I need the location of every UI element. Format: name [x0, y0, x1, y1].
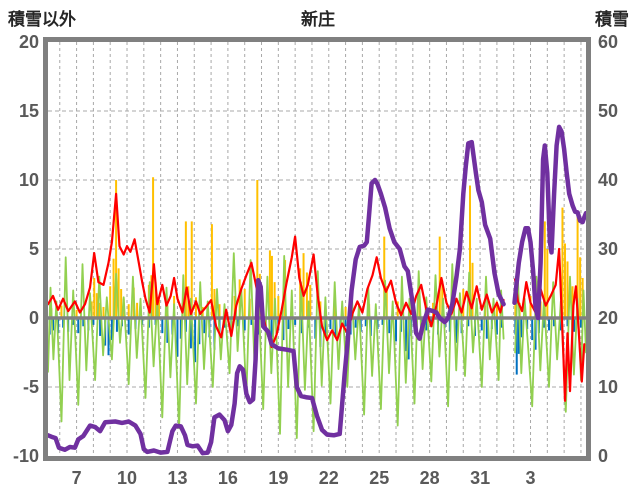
svg-text:20: 20 — [19, 32, 39, 52]
svg-text:10: 10 — [117, 468, 137, 488]
left-axis-tick-labels: 20 15 10 5 0 -5 -10 — [13, 32, 39, 466]
svg-text:30: 30 — [598, 239, 618, 259]
svg-text:16: 16 — [218, 468, 238, 488]
horizontal-gridlines — [48, 110, 586, 388]
svg-text:31: 31 — [470, 468, 490, 488]
x-axis-tick-labels: 7 10 13 16 19 22 25 28 31 3 — [72, 468, 536, 488]
chart-title: 新庄 — [301, 10, 335, 29]
svg-text:-5: -5 — [23, 377, 39, 397]
svg-text:20: 20 — [598, 308, 618, 328]
svg-text:15: 15 — [19, 101, 39, 121]
svg-text:3: 3 — [526, 468, 536, 488]
svg-text:50: 50 — [598, 101, 618, 121]
svg-text:0: 0 — [598, 446, 608, 466]
purple-snow-depth-line — [47, 124, 587, 456]
plot-frame — [43, 37, 591, 461]
svg-text:5: 5 — [29, 239, 39, 259]
svg-text:28: 28 — [420, 468, 440, 488]
svg-text:25: 25 — [369, 468, 389, 488]
right-axis-tick-labels: 60 50 40 30 20 10 0 — [598, 32, 618, 466]
svg-text:7: 7 — [72, 468, 82, 488]
svg-text:10: 10 — [19, 170, 39, 190]
svg-text:-10: -10 — [13, 446, 39, 466]
vertical-gridlines — [59, 42, 582, 456]
svg-text:22: 22 — [319, 468, 339, 488]
svg-text:0: 0 — [29, 308, 39, 328]
svg-text:60: 60 — [598, 32, 618, 52]
left-axis-title: 積雪以外 — [8, 10, 76, 29]
svg-text:10: 10 — [598, 377, 618, 397]
svg-text:40: 40 — [598, 170, 618, 190]
right-axis-title: 積雪 — [595, 10, 629, 29]
svg-text:19: 19 — [268, 468, 288, 488]
svg-text:13: 13 — [167, 468, 187, 488]
